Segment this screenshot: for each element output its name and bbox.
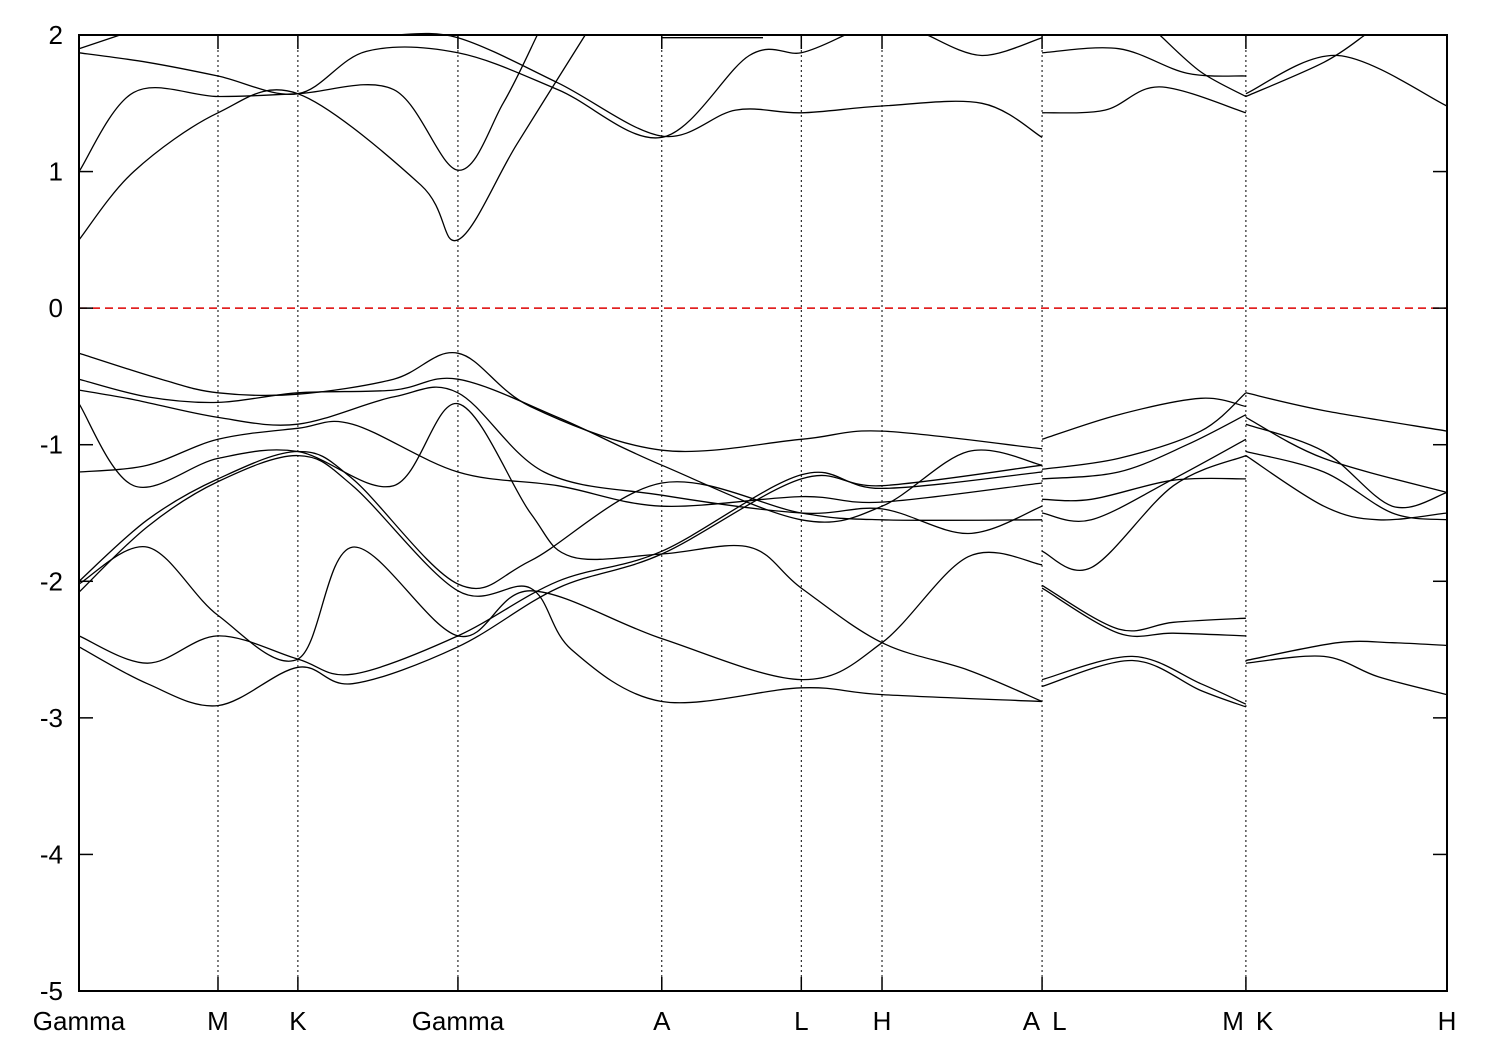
band-line-20 <box>1041 584 1246 632</box>
high-symmetry-lines <box>217 35 1247 991</box>
x-tick-label: A <box>653 1006 671 1036</box>
band-line-8 <box>78 386 1043 535</box>
band-line-4 <box>78 454 1043 704</box>
band-line-25 <box>1042 414 1247 480</box>
band-line-5 <box>78 450 1043 590</box>
plot-frame <box>78 34 1448 992</box>
band-line-27 <box>1041 397 1247 440</box>
x-tick-label: L <box>794 1006 808 1036</box>
band-line-15 <box>393 32 1043 138</box>
x-tick-label: Gamma <box>412 1006 505 1036</box>
y-tick-label: -3 <box>40 703 63 733</box>
band-line-11 <box>78 34 586 242</box>
band-line-2 <box>78 471 1043 676</box>
band-line-26 <box>1042 392 1247 470</box>
band-line-38 <box>1245 34 1366 98</box>
y-tick-label: 2 <box>49 20 63 50</box>
y-tick-label: 0 <box>49 293 63 323</box>
y-tick-label: -2 <box>40 566 63 596</box>
y-tick-label: -5 <box>40 976 63 1006</box>
band-line-29 <box>1042 47 1246 77</box>
band-line-19 <box>1041 659 1247 708</box>
band-line-23 <box>1041 438 1247 522</box>
band-line-30 <box>1159 34 1247 98</box>
band-line-39 <box>1245 54 1448 107</box>
x-axis: Gamma M K Gamma A L H A L M K H <box>33 1006 1457 1036</box>
band-line-1 <box>78 464 1043 707</box>
band-line-21 <box>1041 587 1246 638</box>
band-line-10 <box>78 352 1043 453</box>
band-line-32 <box>1245 640 1448 662</box>
band-line-28 <box>1042 86 1247 114</box>
band-line-13 <box>78 34 846 139</box>
band-line-24 <box>1042 477 1246 502</box>
band-line-6 <box>78 403 1043 703</box>
x-tick-label: M <box>1222 1006 1244 1036</box>
y-tick-label: -1 <box>40 430 63 460</box>
band-line-36 <box>1245 455 1448 521</box>
y-tick-label: -4 <box>40 839 63 869</box>
band-line-34 <box>1245 423 1448 509</box>
band-series <box>78 32 1448 708</box>
x-tick-label: M <box>207 1006 229 1036</box>
band-line-9 <box>78 377 1043 523</box>
band-line-17 <box>926 34 1043 57</box>
x-tick-label: H <box>1438 1006 1457 1036</box>
y-axis: 2 1 0 -1 -2 -3 -4 -5 <box>40 20 1447 1006</box>
x-tick-label: K <box>289 1006 307 1036</box>
band-line-31 <box>1245 655 1448 696</box>
x-tick-label: A <box>1023 1006 1041 1036</box>
x-tick-label: K <box>1256 1006 1274 1036</box>
band-line-18 <box>1041 655 1247 705</box>
band-line-14 <box>78 34 121 50</box>
band-line-33 <box>1245 392 1448 432</box>
band-line-3 <box>78 546 1043 681</box>
x-tick-label: H <box>873 1006 892 1036</box>
band-line-22 <box>1041 454 1247 571</box>
x-tick-label: Gamma <box>33 1006 126 1036</box>
x-tick-label: L <box>1052 1006 1066 1036</box>
band-line-7 <box>78 420 1043 508</box>
band-line-35 <box>1245 450 1448 521</box>
band-line-37 <box>1245 416 1448 494</box>
band-line-12 <box>78 34 538 172</box>
y-tick-label: 1 <box>49 157 63 187</box>
